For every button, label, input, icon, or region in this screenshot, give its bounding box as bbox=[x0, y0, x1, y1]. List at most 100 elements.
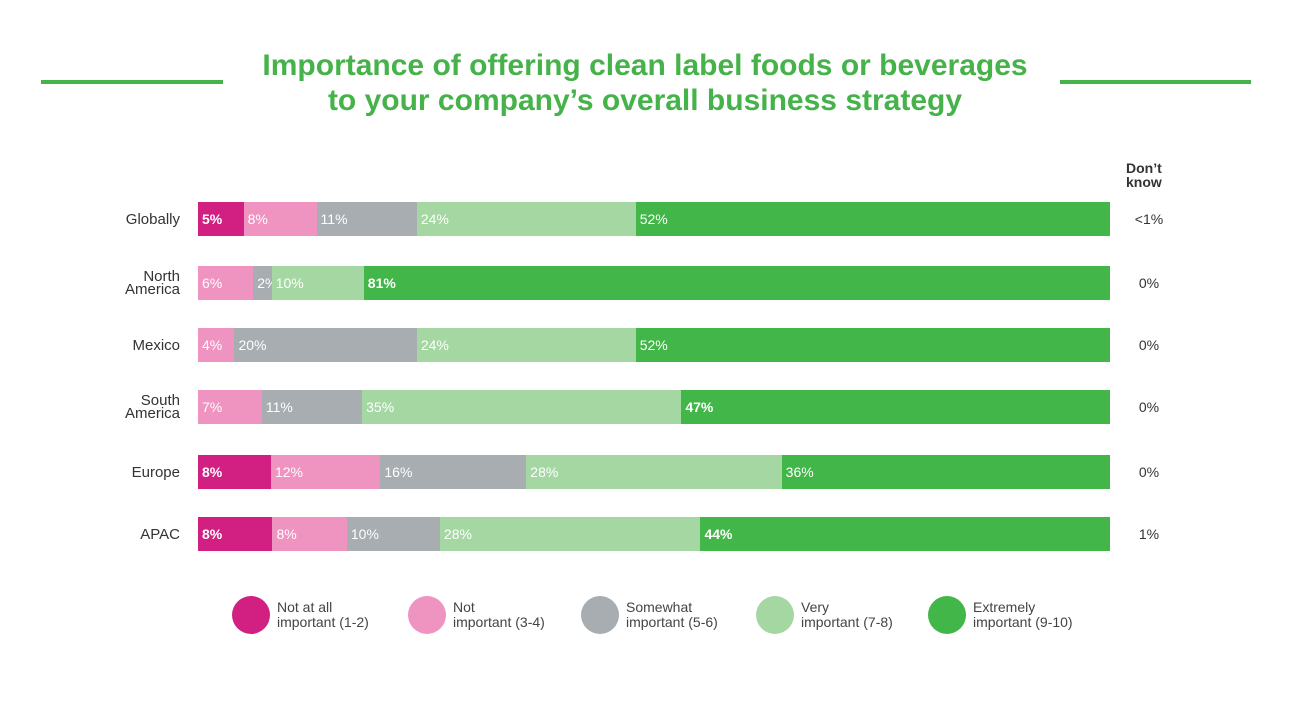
row-label: Globally bbox=[60, 210, 180, 228]
value-label: 8% bbox=[202, 464, 223, 480]
chart-title-line-2: to your company’s overall business strat… bbox=[327, 84, 963, 117]
bar-segment: 8% bbox=[243, 202, 317, 236]
dont-know-value: 0% bbox=[1138, 464, 1160, 480]
row-label-line: North bbox=[143, 268, 180, 285]
value-label: 11% bbox=[265, 399, 293, 415]
dont-know-value: 0% bbox=[1138, 275, 1160, 291]
dont-know-header-line-2: know bbox=[1126, 174, 1162, 190]
row-label-line: Globally bbox=[125, 210, 180, 228]
legend-item: Extremely important (9-10) bbox=[928, 596, 1073, 634]
bar-row: 8% 12% 16% 28% 36% bbox=[198, 455, 1110, 489]
legend-label: Somewhat important (5-6) bbox=[626, 600, 718, 630]
value-label: 16% bbox=[384, 464, 413, 480]
bar-segment: 4% bbox=[198, 328, 235, 362]
legend-item: Somewhat important (5-6) bbox=[581, 596, 718, 634]
legend-swatch bbox=[408, 596, 446, 634]
legend-item: Not important (3-4) bbox=[408, 596, 545, 634]
bar-segment: 20% bbox=[234, 328, 417, 362]
bar-segment: 7% bbox=[198, 390, 262, 424]
legend-swatch bbox=[928, 596, 966, 634]
bar-segment: 52% bbox=[635, 328, 1110, 362]
bar-segment: 6% bbox=[198, 266, 254, 300]
value-label: 47% bbox=[685, 399, 714, 415]
row-label: Mexico bbox=[60, 336, 180, 354]
bar-segment: 47% bbox=[681, 390, 1110, 424]
legend-label: Not at all important (1-2) bbox=[277, 600, 369, 630]
row-label: North America bbox=[60, 268, 180, 298]
bar-row: 6% 2% 10% 81% bbox=[198, 266, 1110, 300]
value-label: 24% bbox=[420, 337, 449, 353]
legend-label-line: Very bbox=[801, 599, 830, 615]
bar-segment: 11% bbox=[316, 202, 417, 236]
bar-segment: 11% bbox=[261, 390, 363, 424]
value-label: 12% bbox=[274, 464, 303, 480]
bar-segment: 24% bbox=[416, 328, 636, 362]
row-label: South America bbox=[60, 392, 180, 422]
value-label: 28% bbox=[530, 464, 559, 480]
bar-segment: 8% bbox=[198, 517, 273, 551]
dont-know-header-line-1: Don’t bbox=[1126, 160, 1162, 176]
bar-row: 4% 20% 24% 52% bbox=[198, 328, 1110, 362]
value-label: 20% bbox=[238, 337, 267, 353]
row-label-line: Europe bbox=[131, 463, 180, 481]
bar-segment: 81% bbox=[363, 266, 1110, 300]
dont-know-value: 0% bbox=[1138, 337, 1160, 353]
value-label: 10% bbox=[275, 275, 304, 291]
value-label: 52% bbox=[639, 337, 668, 353]
value-label: 36% bbox=[785, 464, 814, 480]
row-label-line: America bbox=[124, 281, 180, 298]
bar-segment: 28% bbox=[526, 455, 782, 489]
value-label: 44% bbox=[704, 526, 733, 542]
legend-swatch bbox=[581, 596, 619, 634]
legend-label-line: Somewhat bbox=[626, 599, 693, 615]
value-label: 5% bbox=[202, 211, 223, 227]
value-label: 7% bbox=[202, 399, 223, 415]
row-label-line: America bbox=[124, 405, 180, 422]
bar-segment: 24% bbox=[416, 202, 636, 236]
legend-swatch bbox=[756, 596, 794, 634]
bar-segment: 2% bbox=[253, 266, 278, 300]
legend-item: Very important (7-8) bbox=[756, 596, 893, 634]
bar-segment: 36% bbox=[781, 455, 1110, 489]
row-label: APAC bbox=[60, 527, 180, 542]
value-label: 8% bbox=[202, 526, 223, 542]
dont-know-header: Don’t know bbox=[1126, 161, 1186, 189]
legend-label-line: important (1-2) bbox=[277, 614, 369, 630]
title-rule-right bbox=[1060, 80, 1251, 84]
bar-segment: 52% bbox=[635, 202, 1110, 236]
dont-know-value: <1% bbox=[1134, 211, 1164, 227]
value-label: 8% bbox=[276, 526, 297, 542]
legend-label: Not important (3-4) bbox=[453, 600, 545, 630]
bar-segment: 8% bbox=[198, 455, 271, 489]
chart-title: Importance of offering clean label foods… bbox=[240, 48, 1050, 118]
value-label: 6% bbox=[202, 275, 223, 291]
title-rule-left bbox=[41, 80, 223, 84]
bar-segment: 8% bbox=[272, 517, 347, 551]
value-label: 10% bbox=[350, 526, 379, 542]
bar-row: 5% 8% 11% 24% 52% bbox=[198, 202, 1110, 236]
dont-know-value: 1% bbox=[1138, 526, 1160, 542]
bar-segment: 10% bbox=[271, 266, 364, 300]
dont-know-value: 0% bbox=[1138, 399, 1160, 415]
value-label: 11% bbox=[320, 211, 348, 227]
bar-segment: 35% bbox=[362, 390, 682, 424]
legend-item: Not at all important (1-2) bbox=[232, 596, 369, 634]
legend-label-line: important (5-6) bbox=[626, 614, 718, 630]
value-label: 35% bbox=[366, 399, 395, 415]
bar-row: 8% 8% 10% 28% 44% bbox=[198, 517, 1110, 551]
bar-segment: 10% bbox=[346, 517, 440, 551]
legend-label: Extremely important (9-10) bbox=[973, 600, 1073, 630]
value-label: 28% bbox=[443, 526, 472, 542]
bar-segment: 5% bbox=[198, 202, 244, 236]
row-label-line: Mexico bbox=[132, 336, 180, 354]
row-label-line: South bbox=[140, 392, 180, 409]
row-label: Europe bbox=[60, 463, 180, 481]
bar-segment: 12% bbox=[270, 455, 381, 489]
value-label: 52% bbox=[639, 211, 668, 227]
bar-segment: 44% bbox=[700, 517, 1110, 551]
bar-segment: 16% bbox=[380, 455, 527, 489]
legend-swatch bbox=[232, 596, 270, 634]
bar-segment: 28% bbox=[439, 517, 701, 551]
value-label: 24% bbox=[420, 211, 449, 227]
value-label: 81% bbox=[367, 275, 396, 291]
